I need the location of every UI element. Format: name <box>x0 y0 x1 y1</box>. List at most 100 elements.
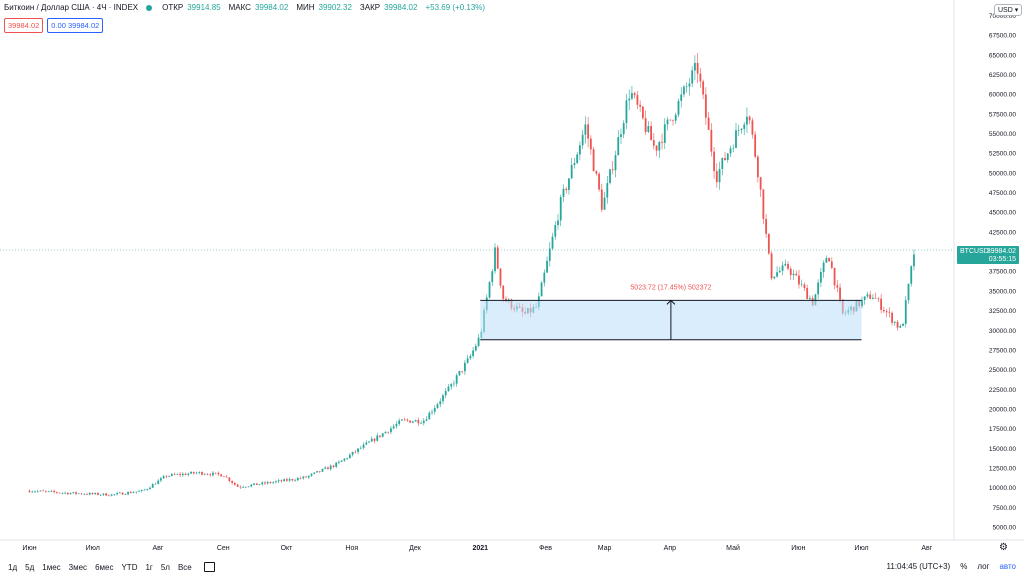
settings-gear-icon[interactable]: ⚙ <box>999 542 1008 553</box>
bottom-right-controls: 11:04:45 (UTC+3) % лог авто <box>887 562 1016 571</box>
timeframe-3m[interactable]: 3мес <box>68 562 88 572</box>
candle-body <box>902 323 904 326</box>
timeframe-1m[interactable]: 1мес <box>42 562 61 572</box>
candle-body <box>809 298 811 300</box>
candle-body <box>674 114 677 121</box>
candle-body <box>390 428 392 433</box>
candle-body <box>411 421 414 423</box>
candle-body <box>904 300 907 324</box>
candle-body <box>570 165 573 179</box>
measure-tool: 5023.72 (17.45%) 502372 <box>480 284 862 341</box>
currency-select[interactable]: USD ▾ <box>994 4 1023 16</box>
open-value: 39914.85 <box>187 3 221 12</box>
candle-body <box>116 493 119 495</box>
candle-body <box>58 492 61 494</box>
candle-body <box>239 486 242 488</box>
candle-body <box>622 123 625 135</box>
candle-body <box>677 100 680 115</box>
candle-body <box>732 147 735 149</box>
candle-body <box>715 171 718 183</box>
candle-body <box>631 93 633 99</box>
candle-body <box>102 493 105 495</box>
timeframe-5d[interactable]: 5д <box>25 562 35 572</box>
timeframe-1y[interactable]: 1г <box>145 562 153 572</box>
candle-body <box>754 134 757 157</box>
candle-body <box>272 482 275 484</box>
candle-body <box>247 486 250 488</box>
candle-body <box>170 474 173 476</box>
auto-toggle[interactable]: авто <box>999 562 1016 571</box>
candle-body <box>75 492 77 494</box>
y-tick-label: 35000.00 <box>989 288 1016 295</box>
candle-body <box>710 129 713 152</box>
timeframe-ytd[interactable]: YTD <box>121 562 138 572</box>
candle-body <box>225 476 228 478</box>
candle-body <box>387 431 390 433</box>
x-tick-label: Дек <box>409 545 422 552</box>
candle-body <box>173 474 176 475</box>
x-tick-label: Сен <box>217 545 230 552</box>
candle-body <box>198 471 201 473</box>
value-box-blue[interactable]: 0.00 39984.02 <box>47 18 104 33</box>
candle-body <box>499 268 502 286</box>
candle-body <box>836 285 839 288</box>
candle-body <box>825 258 828 263</box>
y-tick-label: 45000.00 <box>989 210 1016 217</box>
candle-body <box>124 494 127 495</box>
candle-body <box>439 401 442 405</box>
y-tick-label: 62500.00 <box>989 72 1016 79</box>
candle-body <box>617 137 620 156</box>
candle-body <box>64 492 66 494</box>
candle-body <box>409 420 412 423</box>
candle-body <box>296 478 299 481</box>
candle-body <box>66 492 69 495</box>
log-toggle[interactable]: лог <box>977 562 990 571</box>
high-value: 39984.02 <box>254 3 289 12</box>
price-tag-symbol: BTCUSD <box>960 248 989 255</box>
candle-body <box>554 225 557 237</box>
candle-body <box>589 138 592 150</box>
candle-body <box>376 435 379 441</box>
candle-body <box>636 95 639 105</box>
x-tick-label: Май <box>726 544 740 552</box>
candle-body <box>907 283 910 301</box>
candle-body <box>548 248 551 261</box>
x-tick-label: Ноя <box>345 545 358 552</box>
candle-body <box>469 356 472 359</box>
candle-body <box>55 492 58 493</box>
clock-time[interactable]: 11:04:45 (UTC+3) <box>886 562 951 571</box>
y-tick-label: 15000.00 <box>989 446 1016 453</box>
value-box-red[interactable]: 39984.02 <box>4 18 44 33</box>
candle-body <box>288 479 291 481</box>
candle-body <box>896 321 899 328</box>
price-chart[interactable]: 5023.72 (17.45%) 502372 5000.00 7500.00 10… <box>0 0 1024 558</box>
candle-body <box>494 247 496 272</box>
percent-toggle[interactable]: % <box>960 562 968 571</box>
bottom-toolbar: 1д 5д 1мес 3мес 6мес YTD 1г 5л Все 11:04… <box>0 558 1024 576</box>
candle-body <box>767 233 770 254</box>
candle-body <box>365 442 368 445</box>
timeframe-all[interactable]: Все <box>177 562 192 572</box>
timeframe-5y[interactable]: 5л <box>160 562 170 572</box>
timeframe-6m[interactable]: 6мес <box>95 562 114 572</box>
candle-body <box>373 438 376 441</box>
high-label: МАКС <box>228 3 251 12</box>
candle-body <box>576 154 579 164</box>
candle-body <box>861 299 863 307</box>
time-axis: Июн Июл Авг Сен Окт Ноя Дек 2021 Фев Мар Апр Май Июн… <box>22 544 932 552</box>
candle-body <box>299 478 302 479</box>
candle-body <box>425 419 428 421</box>
candle-body <box>817 282 820 295</box>
candle-body <box>442 395 444 402</box>
symbol-title[interactable]: Биткоин / Доллар США · 4Ч · INDEX <box>4 3 139 12</box>
candle-body <box>880 298 883 310</box>
candle-body <box>707 117 710 130</box>
candle-body <box>691 70 694 84</box>
candle-body <box>694 62 696 71</box>
candle-body <box>625 100 628 124</box>
candle-body <box>740 128 743 130</box>
timeframe-1d[interactable]: 1д <box>8 562 18 572</box>
candle-body <box>310 473 313 476</box>
candle-body <box>228 477 231 482</box>
calendar-icon[interactable] <box>203 562 215 572</box>
